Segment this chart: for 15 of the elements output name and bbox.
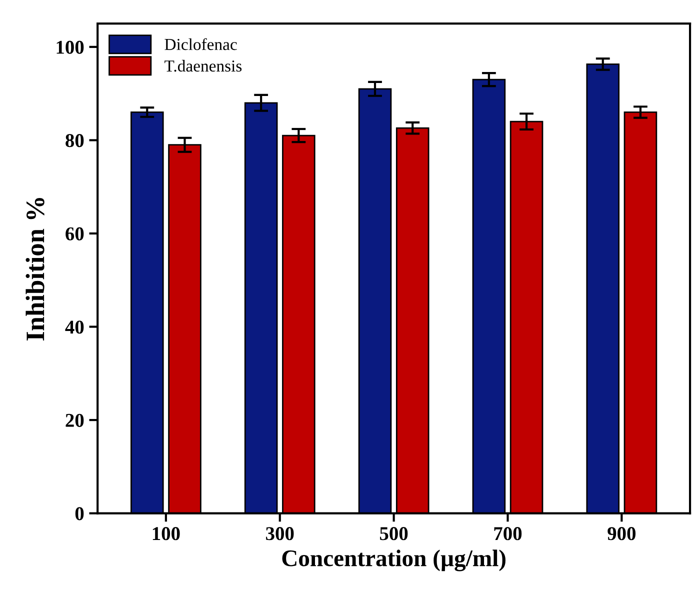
x-tick-label: 100: [152, 527, 180, 540]
legend-label: T.daenensis: [164, 60, 242, 72]
legend-label: Diclofenac: [164, 38, 237, 50]
y-axis-title: Inhibition %: [26, 198, 44, 341]
x-tick-label: 500: [380, 527, 408, 540]
x-axis-title: Concentration (µg/ml): [282, 550, 506, 572]
y-tick-label: 100: [56, 40, 84, 54]
y-tick-label: 0: [75, 507, 84, 520]
y-tick-label: 60: [66, 227, 84, 240]
y-tick-label: 80: [66, 134, 84, 148]
x-tick-label: 900: [608, 527, 636, 540]
y-tick-label: 40: [65, 320, 84, 334]
y-tick-label: 20: [66, 414, 84, 427]
x-tick-label: 700: [494, 527, 522, 540]
x-tick-label: 300: [266, 527, 294, 540]
